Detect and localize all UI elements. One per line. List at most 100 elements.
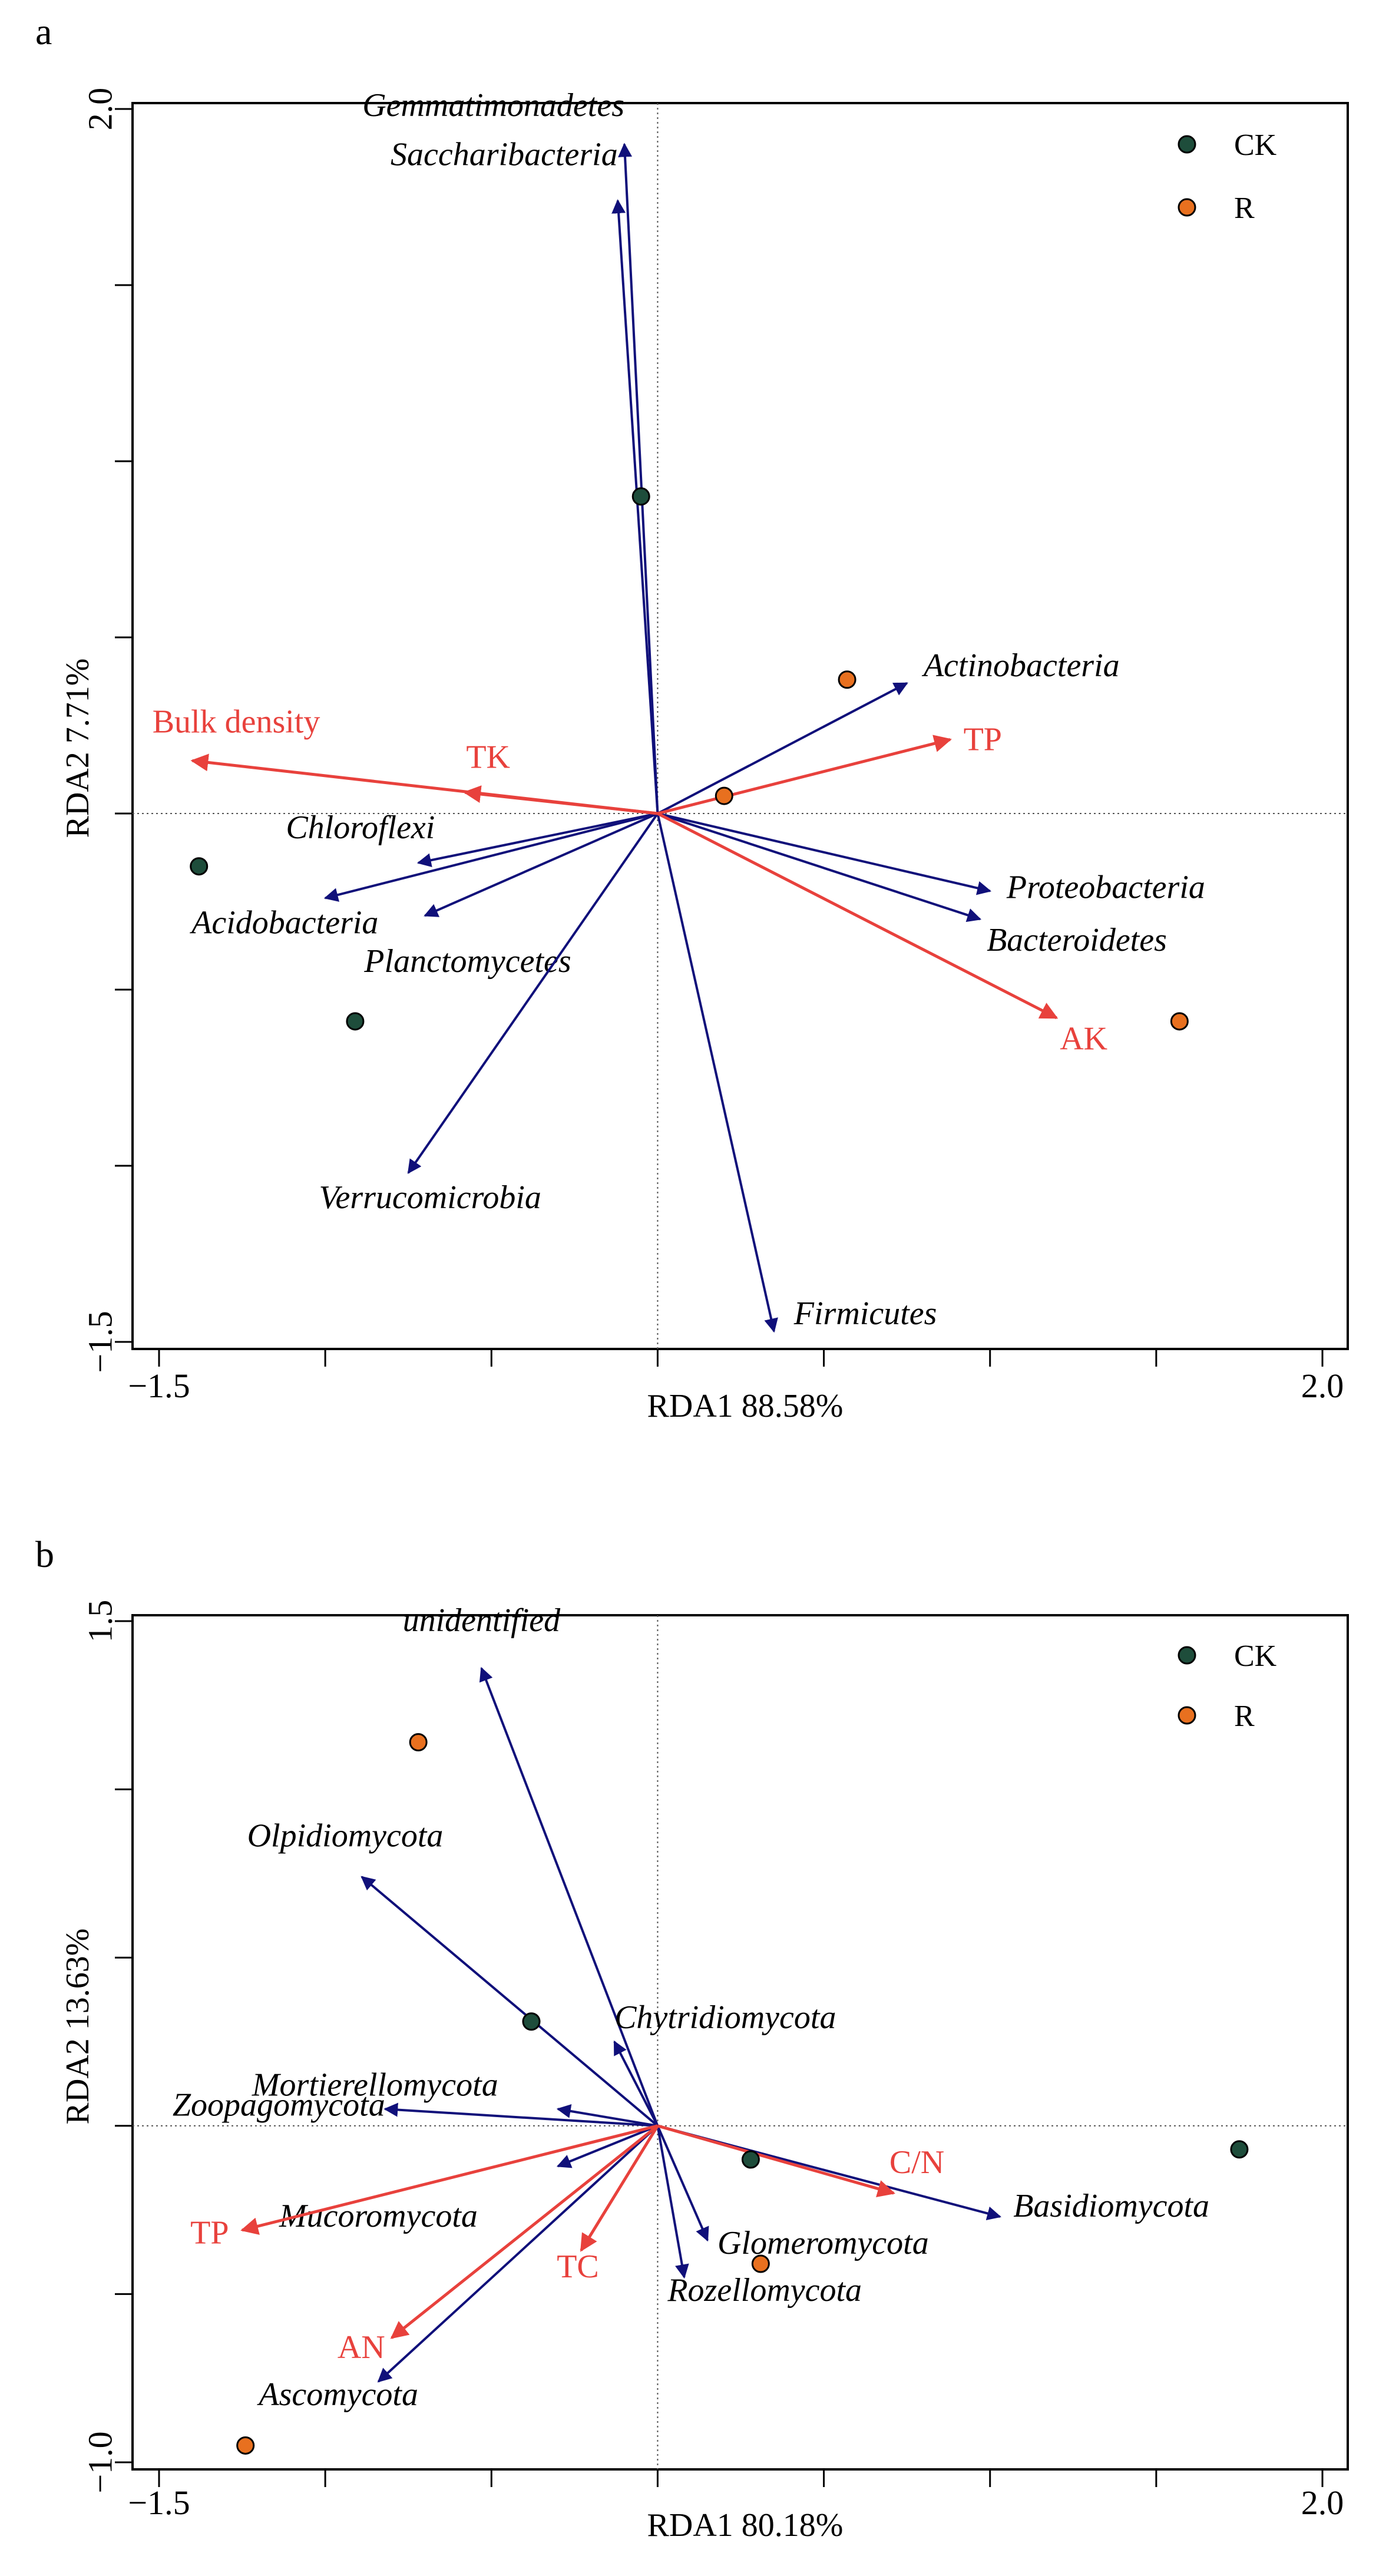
panel-b-species-label-mortierellomycota: Mortierellomycota (252, 2066, 498, 2103)
panel-b-env-arrow-tp (240, 2124, 659, 2235)
panel-a-label: a (35, 11, 52, 52)
panel-a-species-label-proteobacteria: Proteobacteria (1006, 869, 1205, 906)
panel-b-x-tick-label: 2.0 (1301, 2484, 1344, 2522)
panel-a-species-label-gemmatimonadetes: Gemmatimonadetes (362, 87, 624, 124)
panel-a-tick-labels: −1.5 2.0 2.0 −1.5 (81, 88, 1344, 1405)
panel-b-zero-lines (133, 1615, 1348, 2469)
panel-b-species-arrow-glomeromycota (656, 2125, 709, 2242)
panel-b-env-label-c-n: C/N (889, 2144, 944, 2181)
panel-a-species-arrow-gemmatimonadetes (618, 143, 659, 814)
panel-b-species-label-glomeromycota: Glomeromycota (717, 2225, 929, 2261)
panel-a-env-arrow-tk (463, 785, 658, 815)
panel-b-sample-point-ck (741, 2150, 760, 2169)
panel-a-species-label-chloroflexi: Chloroflexi (286, 809, 435, 846)
panel-a-env-arrow-tp (657, 735, 952, 815)
panel-b-tick-labels: −1.5 2.0 1.5 −1.0 (81, 1600, 1344, 2522)
panel-a-species-arrow-firmicutes (656, 813, 778, 1333)
panel-a-env-label-ak: AK (1060, 1021, 1107, 1057)
panel-a-marks: Gemmatimonadetes Saccharibacteria Actinoba… (153, 87, 1205, 1333)
panel-b-species-arrow-unidentified (479, 1666, 659, 2127)
panel-a-species-arrow-bacteroidetes (657, 812, 982, 922)
panel-b-env-label-tp: TP (190, 2215, 229, 2251)
panel-b-marks: unidentified Olpidiomycota Chytridiomycota… (173, 1602, 1249, 2455)
panel-b-env-arrow-tc (580, 2125, 659, 2252)
panel-b-sample-point-r (751, 2254, 770, 2273)
panel-b-species-label-olpidiomycota: Olpidiomycota (247, 1818, 444, 1854)
panel-a-species-arrow-acidobacteria (323, 812, 658, 902)
panel-b-species-arrow-zoopagomycota (383, 2102, 658, 2127)
panel-a-species-label-saccharibacteria: Saccharibacteria (391, 137, 618, 173)
panel-a-y-tick-label: 2.0 (81, 88, 120, 131)
panel-a-env-label-tp: TP (964, 721, 1002, 758)
panel-a-sample-point-r (838, 670, 856, 689)
panel-a-species-label-actinobacteria: Actinobacteria (921, 647, 1120, 684)
panel-a-sample-point-ck (631, 487, 650, 506)
panel-b-plot-frame (131, 1614, 1349, 2471)
panel-a-env-label-bulk-density: Bulk density (153, 703, 320, 740)
panel-b-legend: CK R (1178, 1639, 1277, 1733)
panel-b-species-arrow-ascomycota (377, 2125, 659, 2383)
panel-b-y-tick-label: 1.5 (81, 1600, 120, 1643)
panel-b-env-label-an: AN (338, 2329, 385, 2366)
panel-a-y-tick-label: −1.5 (81, 1311, 120, 1373)
panel-b-species-label-unidentified: unidentified (403, 1602, 561, 1639)
panel-b-env-arrow-c-n (657, 2124, 895, 2198)
panel-b-sample-point-ck (1230, 2140, 1249, 2159)
panel-a-legend-r-marker (1178, 198, 1196, 217)
panel-a-species-arrow-planctomycetes (424, 812, 659, 917)
panel-b-species-label-zoopagomycota: Zoopagomycota (173, 2087, 385, 2124)
panel-b-species-arrow-olpidiomycota (361, 1876, 659, 2127)
panel-a-species-arrow-proteobacteria (657, 812, 992, 895)
panel-a-species-label-firmicutes: Firmicutes (793, 1295, 937, 1332)
panel-a-sample-point-r (1170, 1012, 1189, 1031)
panel-b-legend-r-marker (1178, 1706, 1196, 1725)
panel-b-legend-r-label: R (1234, 1699, 1255, 1733)
panel-b-label: b (35, 1533, 54, 1575)
panel-b-legend-ck-marker (1178, 1646, 1196, 1665)
panel-a-species-label-planctomycetes: Planctomycetes (363, 943, 571, 980)
panel-b-species-label-mucoromycota: Mucoromycota (279, 2198, 478, 2234)
panel-b-species-arrow-rozellomycota (656, 2125, 689, 2279)
panel-b-env-label-tc: TC (557, 2248, 599, 2285)
panel-b-ticks (115, 1620, 1324, 2487)
panel-a-plot-frame (131, 102, 1349, 1350)
panel-b-species-arrow-chytridiomycota (613, 2040, 659, 2127)
panel-a-x-tick-label: 2.0 (1301, 1367, 1344, 1405)
panel-a-sample-point-ck (346, 1012, 365, 1031)
panel-a-legend-r-label: R (1234, 191, 1255, 225)
panel-a-species-label-acidobacteria: Acidobacteria (189, 904, 378, 941)
panel-b-species-label-basidiomycota: Basidiomycota (1013, 2188, 1209, 2224)
panel-a-x-tick-label: −1.5 (128, 1367, 190, 1405)
panel-b-species-arrow-mortierellomycota (556, 2104, 658, 2127)
panel-a-species-arrow-actinobacteria (657, 682, 908, 815)
panel-a: a −1.5 2.0 2.0 −1.5 Gemmatimonadetes Sacchar… (35, 11, 1349, 1424)
panel-a-species-label-verrucomicrobia: Verrucomicrobia (319, 1179, 541, 1216)
panel-a-ticks (115, 108, 1324, 1367)
panel-b-legend-ck-label: CK (1234, 1639, 1277, 1673)
panel-a-species-label-bacteroidetes: Bacteroidetes (987, 922, 1167, 958)
panel-a-species-arrow-saccharibacteria (611, 199, 659, 814)
panel-a-legend: CK R (1178, 128, 1277, 225)
panel-b-species-label-ascomycota: Ascomycota (256, 2376, 418, 2413)
panel-a-legend-ck-marker (1178, 135, 1196, 154)
panel-a-sample-point-r (715, 786, 733, 805)
panel-b-sample-point-ck (522, 2012, 541, 2031)
panel-a-x-axis-title: RDA1 88.58% (647, 1388, 844, 1424)
panel-b-y-axis-title: RDA2 13.63% (59, 1929, 96, 2125)
panel-b-species-label-rozellomycota: Rozellomycota (667, 2272, 862, 2309)
panel-a-env-label-tk: TK (466, 739, 510, 775)
panel-a-species-arrow-verrucomicrobia (407, 812, 659, 1174)
panel-b-sample-point-r (409, 1733, 428, 1752)
panel-a-env-arrow-ak (657, 812, 1059, 1020)
panel-a-legend-ck-label: CK (1234, 128, 1277, 162)
panel-b-species-label-chytridiomycota: Chytridiomycota (614, 1999, 836, 2036)
panel-b-x-tick-label: −1.5 (128, 2484, 190, 2522)
panel-b: b −1.5 2.0 1.5 −1.0 unidentified Olpidiomyco… (35, 1533, 1349, 2544)
panel-b-species-arrow-mucoromycota (556, 2124, 659, 2168)
panel-b-y-tick-label: −1.0 (81, 2431, 120, 2493)
panel-a-species-arrow-chloroflexi (416, 812, 658, 868)
panel-b-sample-point-r (236, 2436, 255, 2455)
panel-b-env-arrow-an (390, 2124, 659, 2339)
panel-a-zero-lines (133, 103, 1348, 1349)
